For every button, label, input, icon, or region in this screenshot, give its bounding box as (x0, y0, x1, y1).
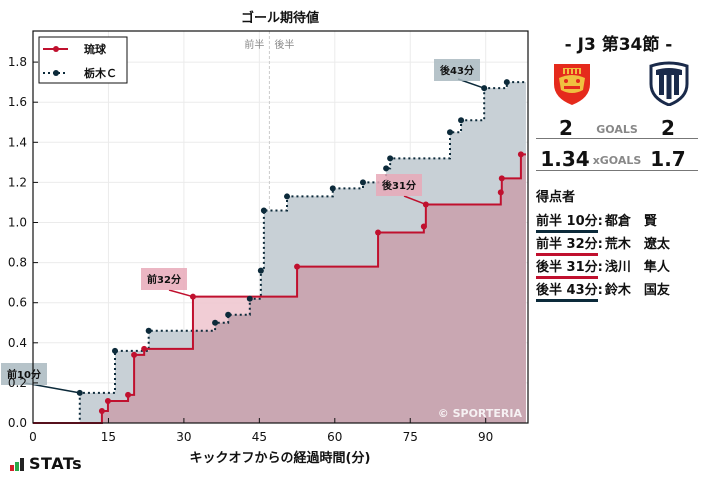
tochigi-crest-icon (649, 61, 689, 106)
home-point (131, 351, 138, 358)
y-tick-label: 0.8 (8, 256, 27, 270)
overlap-area (33, 154, 526, 423)
y-tick-label: 0.4 (8, 336, 27, 350)
y-tick-label: 1.4 (8, 135, 27, 149)
second-half-label: 後半 (274, 38, 294, 51)
away-point (260, 207, 267, 214)
x-tick-label: 75 (403, 430, 418, 444)
legend-box (38, 36, 128, 84)
y-tick-label: 1.0 (8, 216, 27, 230)
match-title: - J3 第34節 - (564, 35, 673, 55)
goal-annotation-box (376, 174, 422, 196)
plot-frame (32, 30, 529, 424)
x-tick-label: 45 (252, 430, 267, 444)
away-point (383, 165, 390, 172)
y-tick-label: 1.6 (8, 95, 27, 109)
scorers-title: 得点者 (536, 190, 576, 205)
home-goals: 2 (559, 116, 573, 140)
x-axis-label: キックオフからの経過時間(分) (190, 450, 371, 466)
stats-logo-text: STATs (29, 454, 83, 473)
goal-annotation-box (1, 363, 47, 385)
away-xg: 1.7 (650, 147, 686, 171)
home-point (375, 229, 382, 236)
away-point (257, 267, 264, 274)
scorer-row: 後半 43分: 鈴木 国友 (536, 279, 670, 302)
home-point (294, 263, 301, 270)
away-point (359, 179, 366, 186)
away-point (329, 185, 336, 192)
away-point (446, 129, 453, 136)
watermark: © SPORTERIA (438, 407, 523, 420)
legend-away-label: 栃木Ｃ (84, 66, 117, 80)
away-point (503, 79, 510, 86)
goal-annotation-label: 後31分 (382, 179, 416, 192)
goals-row: 2 GOALS 2 (536, 116, 698, 140)
y-tick-label: 0.6 (8, 296, 27, 310)
away-point (246, 295, 253, 302)
scorer-row: 前半 10分: 都倉 賢 (536, 210, 657, 233)
scorer-time: 前半 32分 (536, 237, 598, 256)
first-half-label: 前半 (244, 38, 264, 51)
xg-label: xGOALS (592, 154, 642, 167)
scorer-row: 前半 32分: 荒木 遼太 (536, 233, 670, 256)
scorer-time: 後半 31分 (536, 260, 598, 279)
goals-label: GOALS (596, 123, 638, 136)
away-point (225, 311, 232, 318)
match-panel: - J3 第34節 - 2 GOALS 2 1.34 xGOALS 1.7 得点… (530, 0, 707, 479)
away-point (212, 319, 219, 326)
goal-annotation-label: 後43分 (440, 64, 474, 77)
y-tick-label: 1.2 (8, 175, 27, 189)
scorer-name: 都倉 賢 (604, 214, 657, 229)
stats-logo: STATs (10, 454, 83, 473)
legend-home-label: 琉球 (84, 42, 107, 56)
away-line (33, 81, 526, 424)
home-point (517, 151, 524, 158)
scorer-time: 前半 10分 (536, 214, 598, 233)
x-tick-label: 15 (101, 430, 116, 444)
scorer-time: 後半 43分 (536, 283, 598, 302)
chart-title: ゴール期待値 (241, 10, 319, 26)
legend-away-marker (53, 70, 59, 76)
legend-home-marker (53, 46, 59, 52)
x-tick-label: 30 (176, 430, 191, 444)
goal-annotation-box (434, 59, 480, 81)
away-point (387, 155, 394, 162)
annotation-pointer (403, 195, 427, 206)
scorer-name: 荒木 遼太 (604, 237, 670, 252)
x-tick-label: 90 (478, 430, 493, 444)
away-point (111, 347, 118, 354)
annotation-pointer (168, 289, 194, 298)
away-point (145, 327, 152, 334)
goal-annotation-box (141, 268, 187, 290)
y-tick-label: 0.0 (8, 416, 27, 430)
away-point (284, 193, 291, 200)
home-point (420, 223, 427, 230)
home-point (98, 407, 105, 414)
xg-row: 1.34 xGOALS 1.7 (536, 146, 698, 171)
away-point (458, 117, 465, 124)
scorer-name: 浅川 隼人 (604, 260, 670, 275)
y-tick-label: 1.8 (8, 55, 27, 69)
stats-bars-icon (10, 458, 24, 471)
scorer-row: 後半 31分: 浅川 隼人 (536, 256, 670, 279)
away-goals: 2 (661, 116, 675, 140)
home-point (498, 175, 505, 182)
home-point (497, 189, 504, 196)
home-xg: 1.34 (540, 147, 590, 171)
ryukyu-crest-icon (554, 64, 590, 105)
y-tick-label: 0.2 (8, 376, 27, 390)
goal-annotation-label: 前32分 (147, 273, 181, 286)
home-point (125, 391, 132, 398)
scorer-name: 鈴木 国友 (604, 283, 670, 298)
home-point (141, 345, 148, 352)
x-tick-label: 60 (327, 430, 342, 444)
x-tick-label: 0 (29, 430, 37, 444)
home-point (104, 397, 111, 404)
